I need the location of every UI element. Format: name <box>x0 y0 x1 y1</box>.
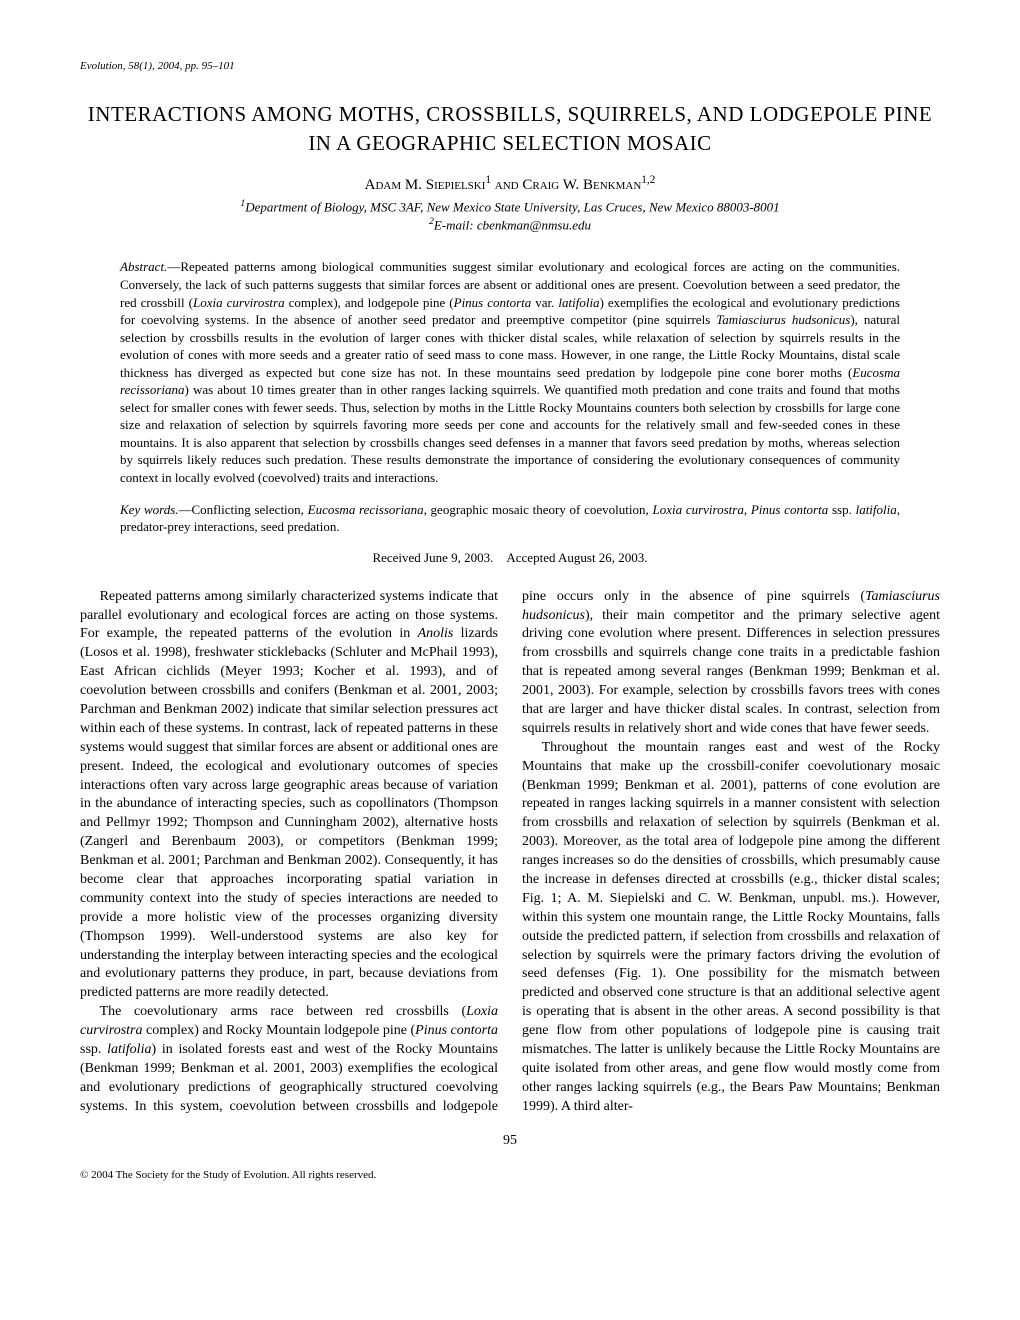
abstract-block: Abstract.—Repeated patterns among biolog… <box>120 258 900 486</box>
keywords-label: Key words. <box>120 502 179 517</box>
body-text: Repeated patterns among similarly charac… <box>80 588 940 1117</box>
article-title-line1: INTERACTIONS AMONG MOTHS, CROSSBILLS, SQ… <box>80 102 940 127</box>
abstract-text: —Repeated patterns among biological comm… <box>120 259 900 485</box>
copyright-notice: © 2004 The Society for the Study of Evol… <box>80 1169 940 1181</box>
affiliation-1: 1Department of Biology, MSC 3AF, New Mex… <box>80 198 940 216</box>
keywords-block: Key words.—Conflicting selection, Eucosm… <box>120 501 900 536</box>
keywords-text: —Conflicting selection, Eucosma recissor… <box>120 502 900 535</box>
body-paragraph-3: Throughout the mountain ranges east and … <box>522 739 940 1117</box>
journal-reference: Evolution, 58(1), 2004, pp. 95–101 <box>80 60 940 72</box>
authors: Adam M. Siepielski1 and Craig W. Benkman… <box>80 174 940 194</box>
page-number: 95 <box>80 1133 940 1149</box>
article-title-line2: IN A GEOGRAPHIC SELECTION MOSAIC <box>80 131 940 156</box>
affiliation-2: 2E-mail: cbenkman@nmsu.edu <box>80 216 940 234</box>
abstract-label: Abstract. <box>120 259 167 274</box>
body-paragraph-1: Repeated patterns among similarly charac… <box>80 588 498 1004</box>
received-accepted-dates: Received June 9, 2003. Accepted August 2… <box>80 550 940 566</box>
